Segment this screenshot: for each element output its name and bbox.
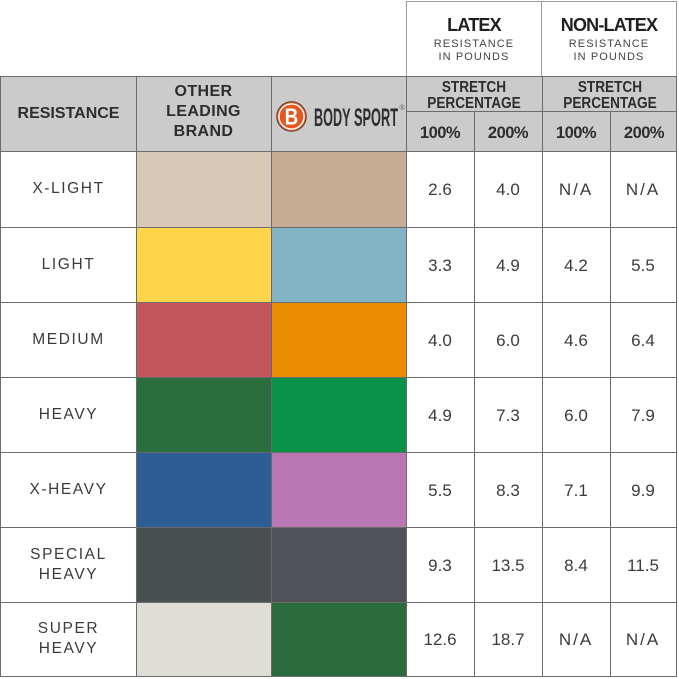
svg-text:®: ® — [400, 104, 406, 112]
svg-text:B: B — [285, 105, 299, 130]
svg-text:BODY: BODY — [314, 104, 351, 132]
svg-text:SPORT: SPORT — [354, 104, 398, 132]
